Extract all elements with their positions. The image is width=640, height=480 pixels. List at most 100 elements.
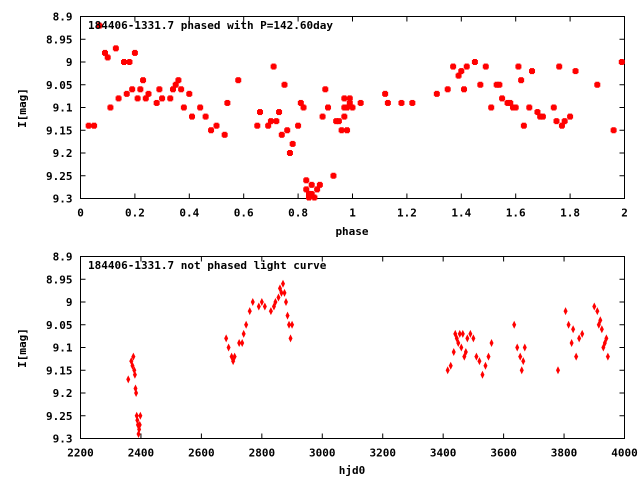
phased-data-point <box>444 86 451 93</box>
phased-data-point <box>346 95 353 102</box>
unphased-data-point <box>599 325 604 334</box>
phased-data-point <box>175 77 182 84</box>
unphased-x-tick-label: 3000 <box>309 447 336 460</box>
phased-data-point <box>126 59 133 65</box>
unphased-data-point <box>580 329 585 338</box>
unphased-data-point <box>465 334 470 343</box>
phased-data-point <box>496 81 503 88</box>
phased-data-point <box>278 131 285 138</box>
phased-x-tick-label: 0 <box>77 207 84 220</box>
unphased-data-point <box>563 307 568 316</box>
phased-data-point <box>145 90 152 97</box>
unphased-data-point <box>459 343 464 352</box>
phased-x-tick-label: 1 <box>349 207 356 220</box>
phased-x-tick-label: 1.8 <box>560 207 580 220</box>
unphased-data-point <box>288 334 293 343</box>
unphased-data-point <box>262 302 267 311</box>
phased-data-point <box>507 99 514 106</box>
phased-data-point <box>267 118 274 125</box>
phased-data-point <box>319 113 326 120</box>
phased-data-point <box>458 68 465 75</box>
phased-data-point <box>115 95 122 102</box>
phased-x-tick-label: 0.2 <box>125 207 145 220</box>
phased-data-point <box>273 118 280 125</box>
phased-data-point <box>208 127 215 134</box>
phased-data-point <box>129 86 136 93</box>
unphased-x-tick-label: 2200 <box>67 447 94 460</box>
unphased-data-point <box>577 334 582 343</box>
unphased-data-point <box>604 334 609 343</box>
unphased-data-point <box>486 352 491 361</box>
phased-data-point <box>159 95 166 102</box>
unphased-data-point <box>284 298 289 306</box>
phased-data-point <box>153 99 160 106</box>
phased-data-point <box>235 77 242 84</box>
phased-data-point <box>534 109 541 116</box>
phased-data-points <box>85 22 625 201</box>
unphased-data-point <box>598 316 603 325</box>
unphased-data-point <box>290 320 295 329</box>
unphased-data-point <box>247 307 252 316</box>
phased-data-point <box>172 81 179 88</box>
phased-data-point <box>349 104 356 111</box>
phased-data-point <box>572 68 579 75</box>
unphased-x-tick-label: 4000 <box>611 447 638 460</box>
unphased-data-point <box>477 357 482 366</box>
unphased-data-point <box>489 338 494 347</box>
unphased-data-point <box>273 298 278 306</box>
unphased-data-point <box>512 320 517 329</box>
unphased-data-point <box>232 352 237 361</box>
phased-data-point <box>512 104 519 111</box>
unphased-y-axis-title: I[mag] <box>16 328 29 368</box>
phased-data-point <box>610 127 617 134</box>
unphased-data-point <box>522 343 527 352</box>
unphased-y-tick-label: 9.25 <box>46 410 73 423</box>
unphased-x-tick-label: 3200 <box>369 447 396 460</box>
unphased-data-point <box>240 338 245 347</box>
unphased-data-point <box>256 302 261 311</box>
phased-data-point <box>91 122 98 129</box>
phased-data-point <box>104 54 111 61</box>
unphased-data-point <box>448 361 453 370</box>
unphased-chart-title: 184406-1331.7 not phased light curve <box>88 259 327 272</box>
unphased-data-point <box>138 411 143 420</box>
phased-data-point <box>289 140 296 147</box>
phased-data-point <box>123 90 130 97</box>
unphased-x-tick-label: 2600 <box>188 447 215 460</box>
phased-data-point <box>567 113 574 120</box>
phased-y-tick-label: 8.95 <box>46 33 73 46</box>
phased-data-point <box>338 127 345 134</box>
phased-y-axis-title: I[mag] <box>16 88 29 128</box>
phased-data-point <box>101 49 108 56</box>
phased-data-point <box>450 63 457 70</box>
phased-y-tick-label: 9.1 <box>53 102 73 115</box>
unphased-data-point <box>279 288 284 297</box>
unphased-x-axis-title: hjd0 <box>339 464 366 477</box>
phased-data-point <box>276 109 283 116</box>
phased-data-point <box>156 86 163 93</box>
unphased-data-point <box>474 352 479 361</box>
phased-y-ticks: 8.9 8.95 9 9.05 9.1 9.15 9.2 9.25 9.3 <box>46 11 625 206</box>
phased-data-point <box>471 59 478 65</box>
unphased-data-point <box>285 311 290 320</box>
unphased-data-point <box>592 302 597 311</box>
phased-x-tick-label: 1.6 <box>506 207 526 220</box>
phased-x-axis-title: phase <box>335 225 368 238</box>
phased-data-point <box>254 122 261 129</box>
unphased-data-point <box>282 288 287 297</box>
phased-data-point <box>221 131 228 138</box>
unphased-data-point <box>132 370 137 379</box>
unphased-data-point <box>250 298 255 306</box>
phased-x-tick-label: 2 <box>621 207 628 220</box>
phased-data-point <box>303 177 310 184</box>
unphased-x-tick-label: 2400 <box>128 447 155 460</box>
phased-data-point <box>140 77 147 84</box>
phased-data-point <box>526 104 533 111</box>
phased-data-point <box>488 104 495 111</box>
phased-data-point <box>558 122 565 129</box>
phased-data-point <box>499 95 506 102</box>
unphased-data-point <box>571 325 576 334</box>
phased-data-point <box>618 59 625 65</box>
phased-data-point <box>142 95 149 102</box>
phased-data-point <box>384 99 391 106</box>
